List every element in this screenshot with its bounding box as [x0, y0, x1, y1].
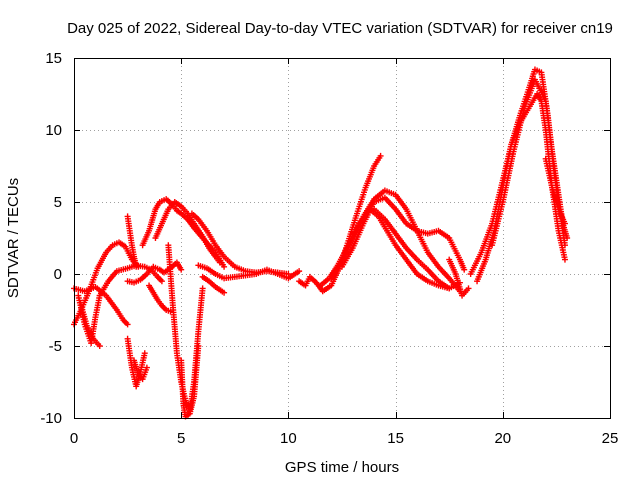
x-axis-label: GPS time / hours [285, 459, 399, 476]
data-point [461, 266, 468, 273]
data-points [71, 66, 571, 420]
chart-title: Day 025 of 2022, Sidereal Day-to-day VTE… [67, 20, 613, 37]
data-point [199, 285, 206, 292]
series-track-26 [489, 76, 571, 249]
data-point [564, 235, 571, 241]
data-point [221, 263, 228, 270]
x-tick-label: 20 [494, 430, 511, 447]
y-tick-label: 15 [45, 50, 62, 67]
data-point [158, 278, 165, 285]
data-point [377, 152, 384, 159]
data-point [143, 364, 150, 371]
series-track-21 [339, 194, 468, 273]
data-point [178, 266, 185, 273]
data-point [221, 289, 228, 296]
y-tick-label: -5 [49, 338, 62, 355]
x-tick-label: 15 [387, 430, 404, 447]
series-track-9 [131, 357, 150, 383]
series-track-23 [446, 256, 472, 299]
series-track-27 [542, 155, 568, 227]
series-track-18 [296, 152, 384, 295]
plot-frame [74, 58, 611, 419]
data-point [96, 343, 103, 349]
x-tick-label: 25 [602, 430, 619, 447]
y-axis-label: SDTVAR / TECUs [5, 178, 22, 298]
series-track-4 [77, 299, 103, 349]
y-tick-label: 10 [45, 122, 62, 139]
series-track-3 [75, 292, 103, 347]
series-track-14 [178, 343, 202, 420]
x-tick-label: 0 [70, 430, 78, 447]
series-track-19 [317, 206, 463, 292]
x-tick-label: 5 [177, 430, 185, 447]
series-track-22 [371, 206, 453, 292]
series-track-8 [124, 335, 148, 390]
data-point [124, 321, 131, 328]
data-point [216, 259, 223, 266]
data-point [561, 220, 568, 227]
series-track-2 [71, 283, 131, 328]
y-tick-label: 0 [54, 266, 62, 283]
data-point [296, 268, 303, 275]
y-tick-label: -10 [40, 410, 62, 427]
series-track-7 [124, 213, 140, 270]
data-point [465, 285, 472, 292]
data-point [133, 263, 140, 270]
data-point [561, 256, 568, 263]
data-point [446, 285, 453, 292]
series-track-12 [146, 282, 174, 315]
data-point [195, 343, 202, 349]
series-track-17 [199, 273, 228, 296]
series-track-16 [195, 262, 303, 282]
x-tick-label: 10 [280, 430, 297, 447]
data-point [141, 350, 148, 357]
y-tick-label: 5 [54, 194, 62, 211]
series-track-11 [152, 199, 223, 266]
series-track-24 [467, 66, 568, 277]
